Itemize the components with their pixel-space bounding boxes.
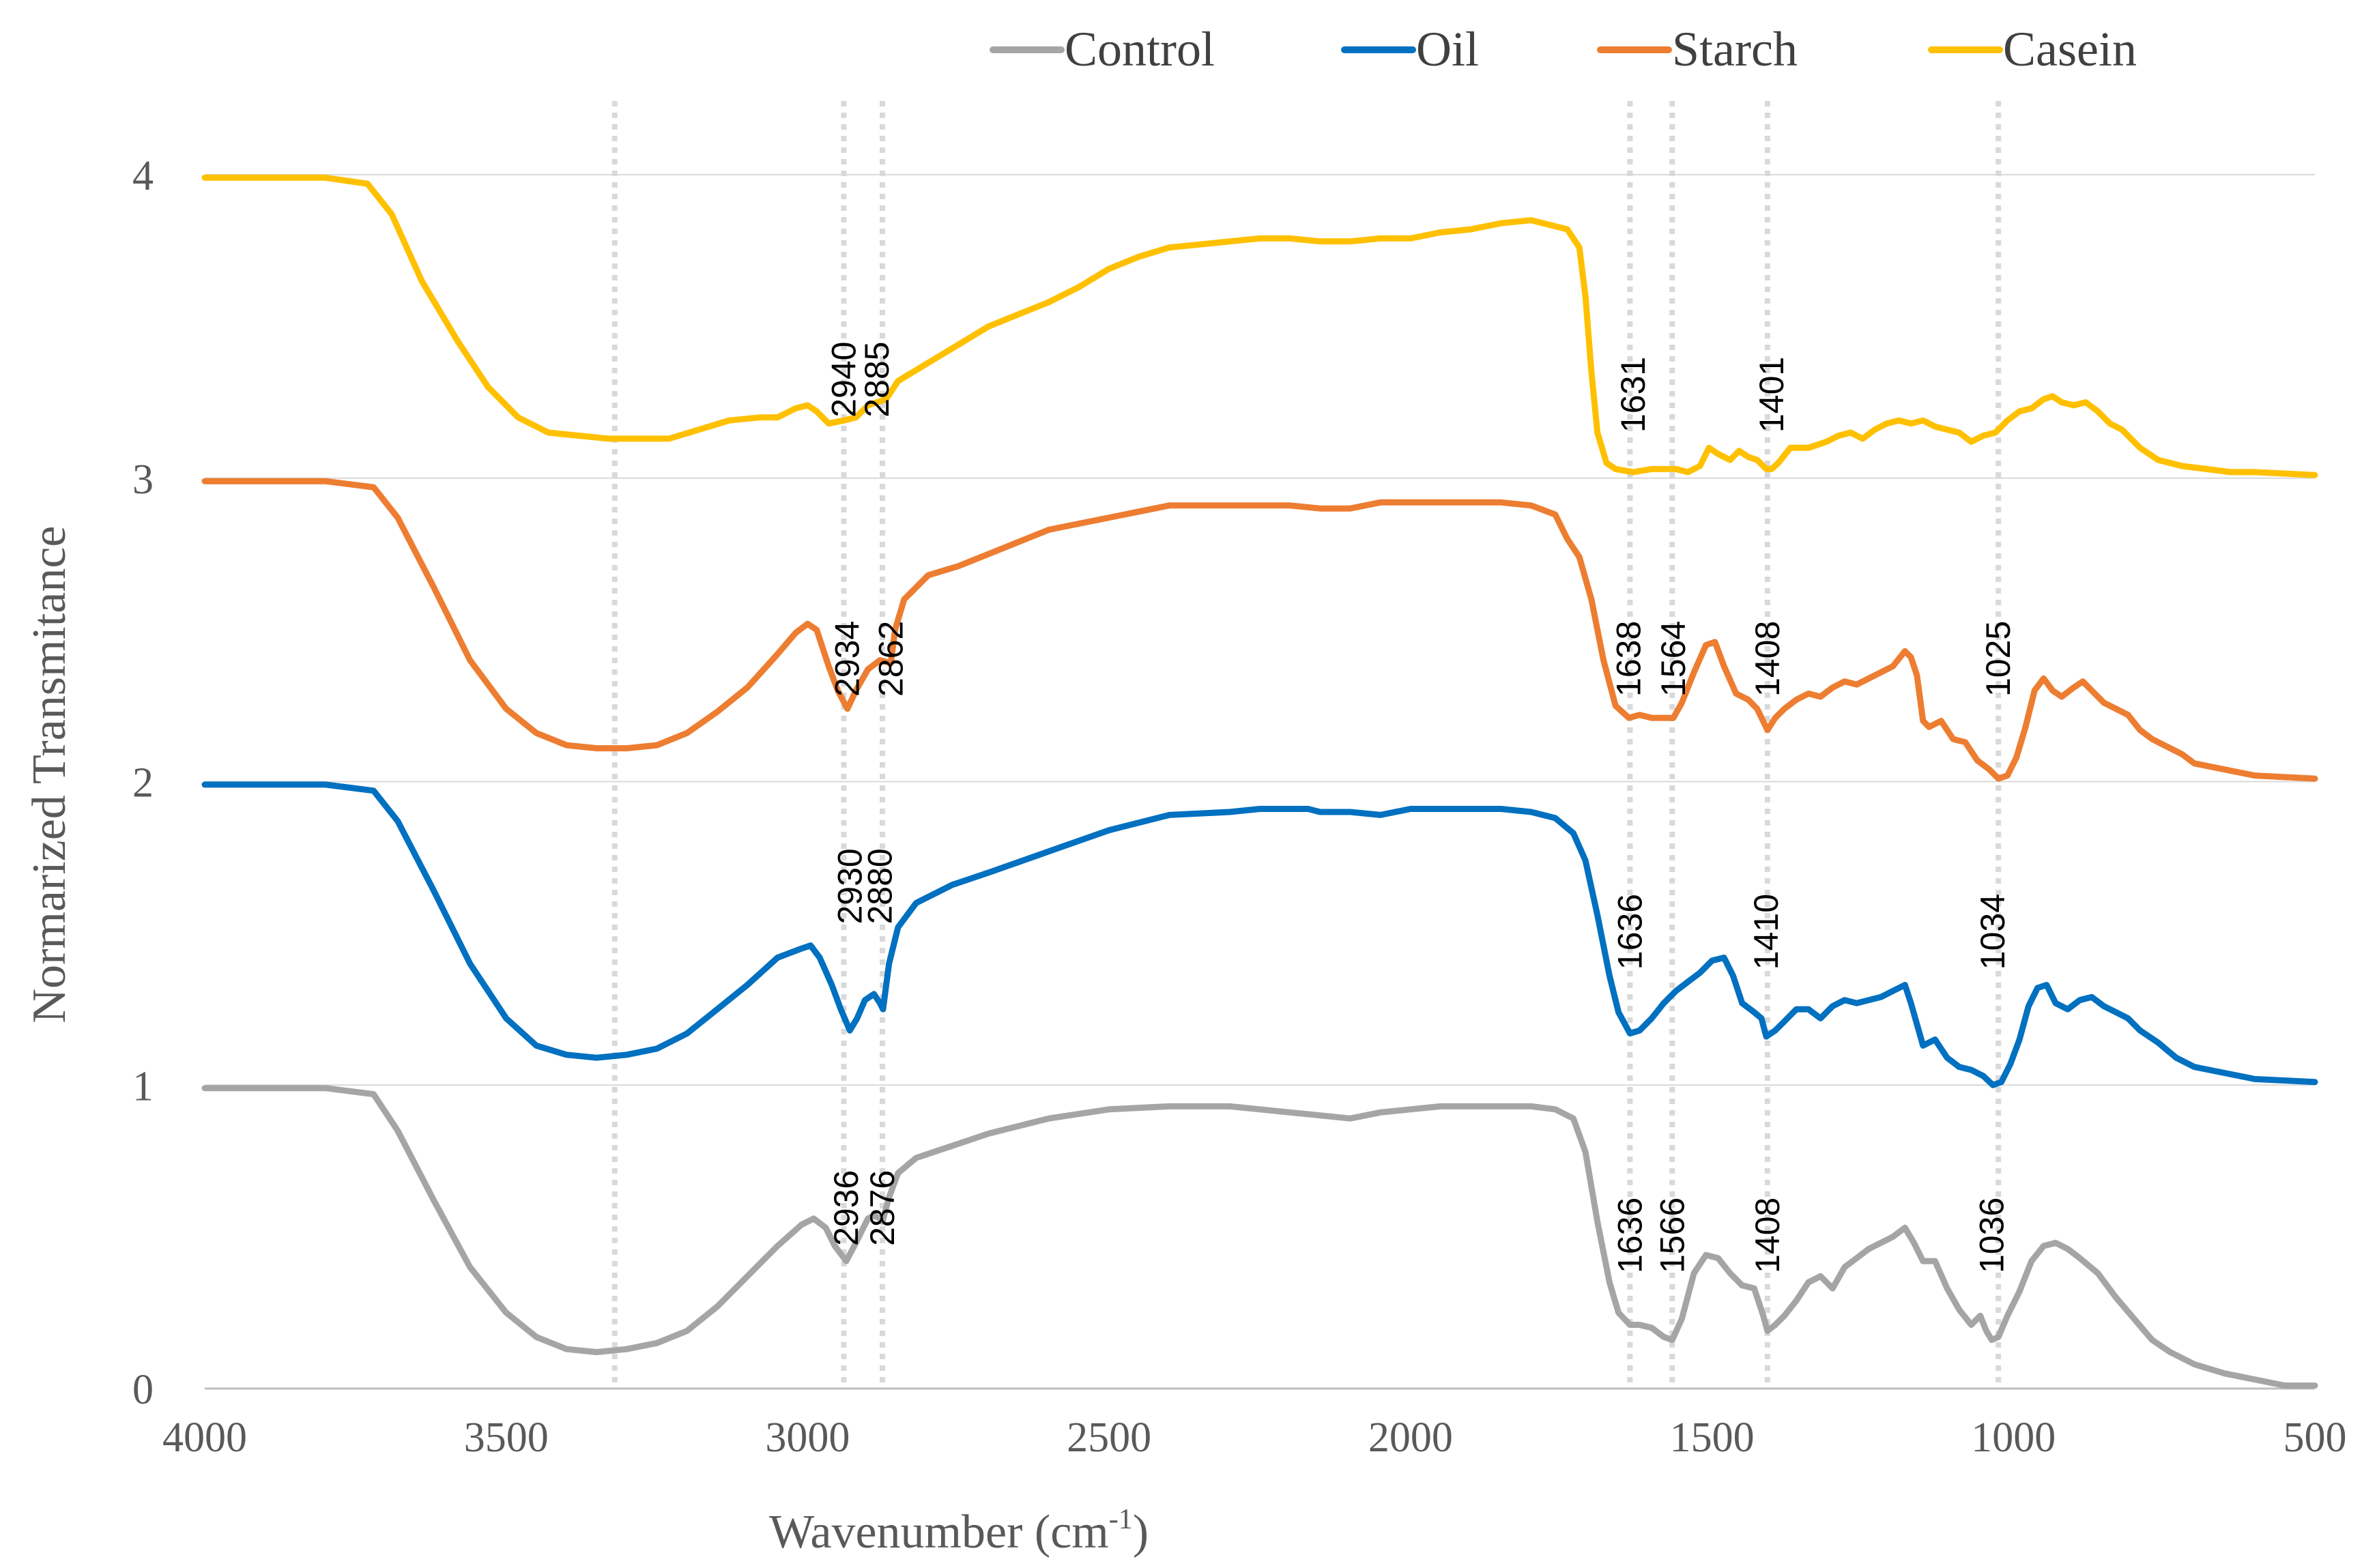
series-lines <box>201 174 2318 1389</box>
peak-label: 1638 <box>1610 621 1648 697</box>
peak-label: 2936 <box>827 1170 865 1246</box>
series-line-starch <box>201 478 2318 782</box>
legend: Control Oil Starch Casein <box>990 22 2137 76</box>
peak-marker-lines <box>611 101 2002 1383</box>
peak-label: 2876 <box>863 1170 902 1246</box>
y-tick-label: 4 <box>132 153 154 199</box>
series-line-control <box>201 1085 2318 1389</box>
x-axis-title-main: Wavenumber (cm <box>769 1506 1109 1558</box>
series-line-casein <box>201 174 2318 478</box>
legend-label: Casein <box>2003 22 2137 76</box>
peak-label: 2862 <box>871 621 910 697</box>
peak-label: 2934 <box>829 621 867 697</box>
peak-label: 1564 <box>1654 621 1692 697</box>
peak-label: 1636 <box>1611 894 1649 970</box>
peak-label: 2930 <box>831 848 869 924</box>
peak-label: 1036 <box>1973 1197 2011 1273</box>
peak-label: 1410 <box>1747 894 1785 970</box>
x-tick-label: 500 <box>2284 1414 2347 1461</box>
legend-label: Starch <box>1672 22 1798 76</box>
x-tick-label: 4000 <box>162 1414 247 1461</box>
y-tick-label: 0 <box>132 1367 154 1413</box>
y-tick-label: 1 <box>132 1063 154 1109</box>
peak-label: 1025 <box>1979 621 2017 697</box>
peak-label: 1408 <box>1748 621 1787 697</box>
x-axis-title-end: ) <box>1133 1506 1149 1558</box>
peak-label: 2885 <box>858 342 896 418</box>
peak-label: 1408 <box>1748 1197 1787 1273</box>
peak-label: 1401 <box>1753 357 1791 433</box>
peak-label: 2940 <box>824 342 863 418</box>
gridlines <box>205 174 2315 1390</box>
peak-label: 1631 <box>1614 357 1652 433</box>
x-tick-label: 1000 <box>1971 1414 2056 1461</box>
axis-ticks: 0 1 2 3 4 4000 3500 3000 2500 2000 1500 1000 500 <box>132 153 2347 1461</box>
legend-label: Control <box>1065 22 1215 76</box>
x-axis-title: Wavenumber (cm-1) <box>769 1504 1149 1558</box>
x-axis-title-sup: -1 <box>1109 1504 1133 1535</box>
x-tick-label: 3000 <box>765 1414 850 1461</box>
x-tick-label: 3500 <box>464 1414 549 1461</box>
x-tick-label: 1500 <box>1670 1414 1755 1461</box>
peak-label: 2880 <box>861 848 899 924</box>
series-line-oil <box>201 781 2318 1088</box>
y-axis-title: Normarized Transmitance <box>23 526 76 1023</box>
peak-label: 1566 <box>1653 1197 1691 1273</box>
legend-label: Oil <box>1416 22 1479 76</box>
y-tick-label: 2 <box>132 760 154 807</box>
peak-label: 1636 <box>1611 1197 1649 1273</box>
peak-label: 1034 <box>1974 894 2012 970</box>
y-tick-label: 3 <box>132 456 154 503</box>
x-tick-label: 2500 <box>1067 1414 1151 1461</box>
x-tick-label: 2000 <box>1368 1414 1453 1461</box>
